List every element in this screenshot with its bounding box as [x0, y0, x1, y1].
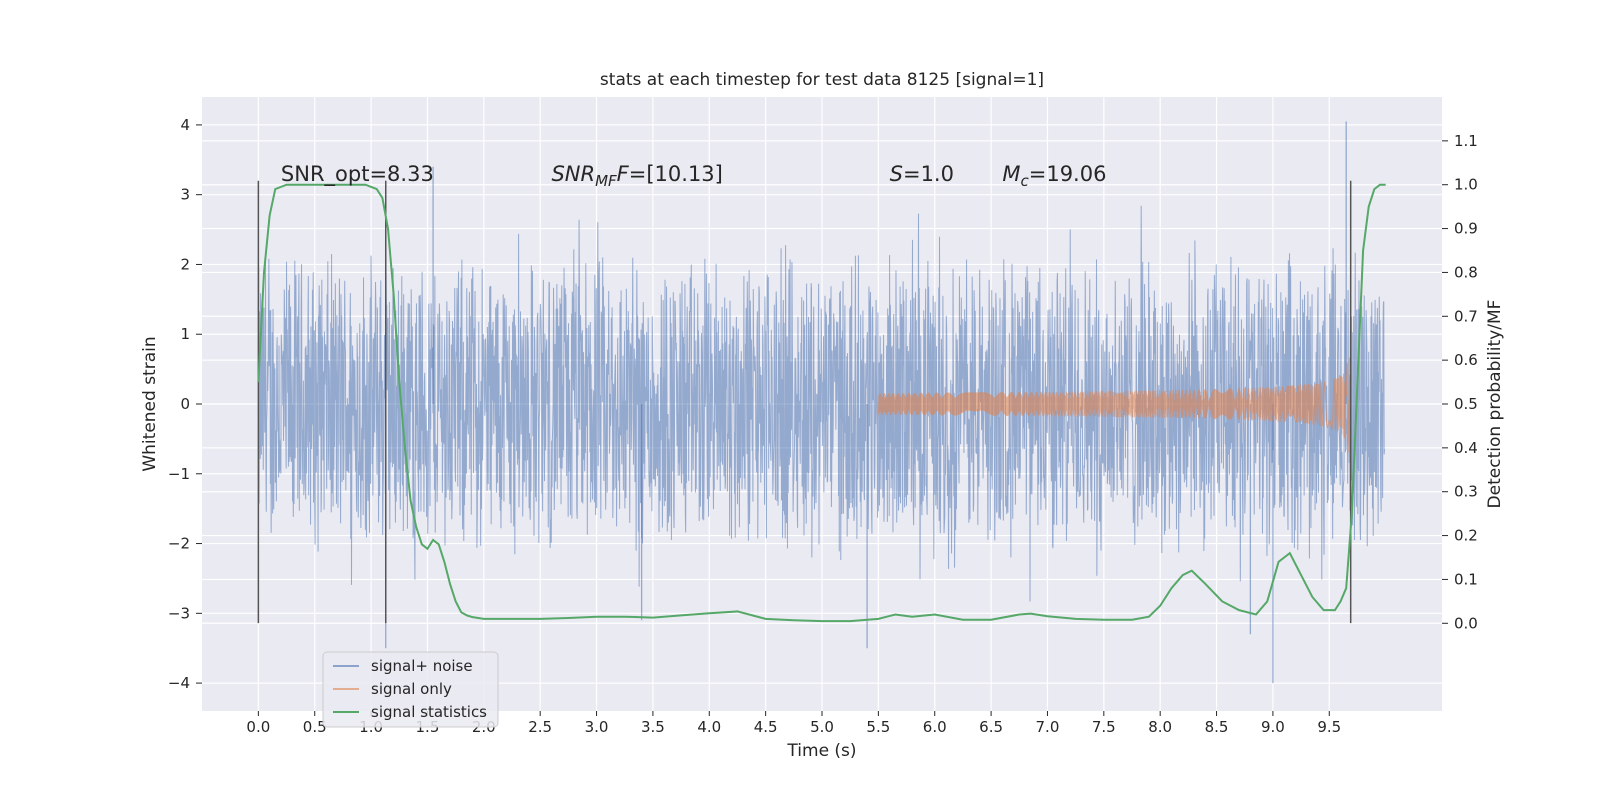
- y-left-tick-label-4: 0: [180, 395, 190, 413]
- series-signal-statistics: [257, 183, 1386, 623]
- x-tick-label-5: 2.5: [528, 718, 552, 736]
- y-left-tick-label-8: −4: [168, 674, 190, 692]
- y-left-tick-label-6: −2: [168, 535, 190, 553]
- x-tick-label-9: 4.5: [754, 718, 778, 736]
- chart-title: stats at each timestep for test data 812…: [600, 70, 1044, 90]
- annotation-1: SNRMFF=[10.13]: [551, 162, 722, 190]
- x-tick-label-19: 9.5: [1317, 718, 1341, 736]
- x-tick-label-6: 3.0: [585, 718, 609, 736]
- legend: signal+ noise signal only signal statist…: [322, 651, 499, 728]
- y-left-tick-label-7: −3: [168, 604, 190, 622]
- signal-statistics-line: [257, 183, 1386, 623]
- y-axis-left-label: Whitened strain: [140, 336, 160, 471]
- y-right-tick-label-10: 0.1: [1454, 570, 1478, 588]
- legend-box: [322, 651, 499, 728]
- y-right-tick-label-3: 0.8: [1454, 263, 1478, 281]
- y-left-tick-label-3: 1: [180, 325, 190, 343]
- signal-only-trace: [877, 357, 1350, 453]
- x-tick-label-1: 0.5: [303, 718, 327, 736]
- axes: 0.00.51.01.52.02.53.03.54.04.55.05.56.06…: [168, 116, 1478, 736]
- x-tick-label-18: 9.0: [1261, 718, 1285, 736]
- x-tick-label-8: 4.0: [697, 718, 721, 736]
- y-left-tick-label-0: 4: [180, 116, 190, 134]
- signal-noise-trace: [257, 205, 1386, 602]
- legend-label-signal-statistics: signal statistics: [371, 703, 487, 721]
- x-tick-label-17: 8.5: [1205, 718, 1229, 736]
- y-left-tick-label-5: −1: [168, 465, 190, 483]
- annotations: SNR_opt=8.33 SNRMFF=[10.13] S=1.0 Mc=19.06: [281, 162, 1107, 190]
- y-left-tick-label-1: 3: [180, 186, 190, 204]
- y-right-tick-label-8: 0.3: [1454, 483, 1478, 501]
- y-right-tick-label-0: 1.1: [1454, 132, 1478, 150]
- series-signal-only: [877, 357, 1350, 453]
- vertical-marker-lines: [257, 180, 1352, 624]
- y-axis-right-label: Detection probability/MF: [1485, 300, 1505, 509]
- x-tick-label-7: 3.5: [641, 718, 665, 736]
- x-tick-label-11: 5.5: [866, 718, 890, 736]
- y-right-tick-label-1: 1.0: [1454, 176, 1478, 194]
- x-tick-label-16: 8.0: [1148, 718, 1172, 736]
- y-right-tick-label-11: 0.0: [1454, 614, 1478, 632]
- x-tick-label-14: 7.0: [1036, 718, 1060, 736]
- x-tick-label-13: 6.5: [979, 718, 1003, 736]
- y-left-tick-label-2: 2: [180, 255, 190, 273]
- x-tick-label-15: 7.5: [1092, 718, 1116, 736]
- y-right-tick-label-2: 0.9: [1454, 220, 1478, 238]
- legend-label-signal-noise: signal+ noise: [371, 657, 473, 675]
- annotation-2: S=1.0: [890, 162, 954, 186]
- legend-label-signal-only: signal only: [371, 680, 452, 698]
- y-right-tick-label-5: 0.6: [1454, 351, 1478, 369]
- y-right-tick-label-7: 0.4: [1454, 439, 1478, 457]
- x-tick-label-10: 5.0: [810, 718, 834, 736]
- annotation-3: Mc=19.06: [1002, 162, 1106, 190]
- x-axis-label: Time (s): [786, 741, 856, 761]
- y-right-tick-label-4: 0.7: [1454, 307, 1478, 325]
- y-right-tick-label-9: 0.2: [1454, 527, 1478, 545]
- x-tick-label-12: 6.0: [923, 718, 947, 736]
- x-tick-label-0: 0.0: [246, 718, 270, 736]
- y-right-tick-label-6: 0.5: [1454, 395, 1478, 413]
- annotation-0: SNR_opt=8.33: [281, 162, 434, 187]
